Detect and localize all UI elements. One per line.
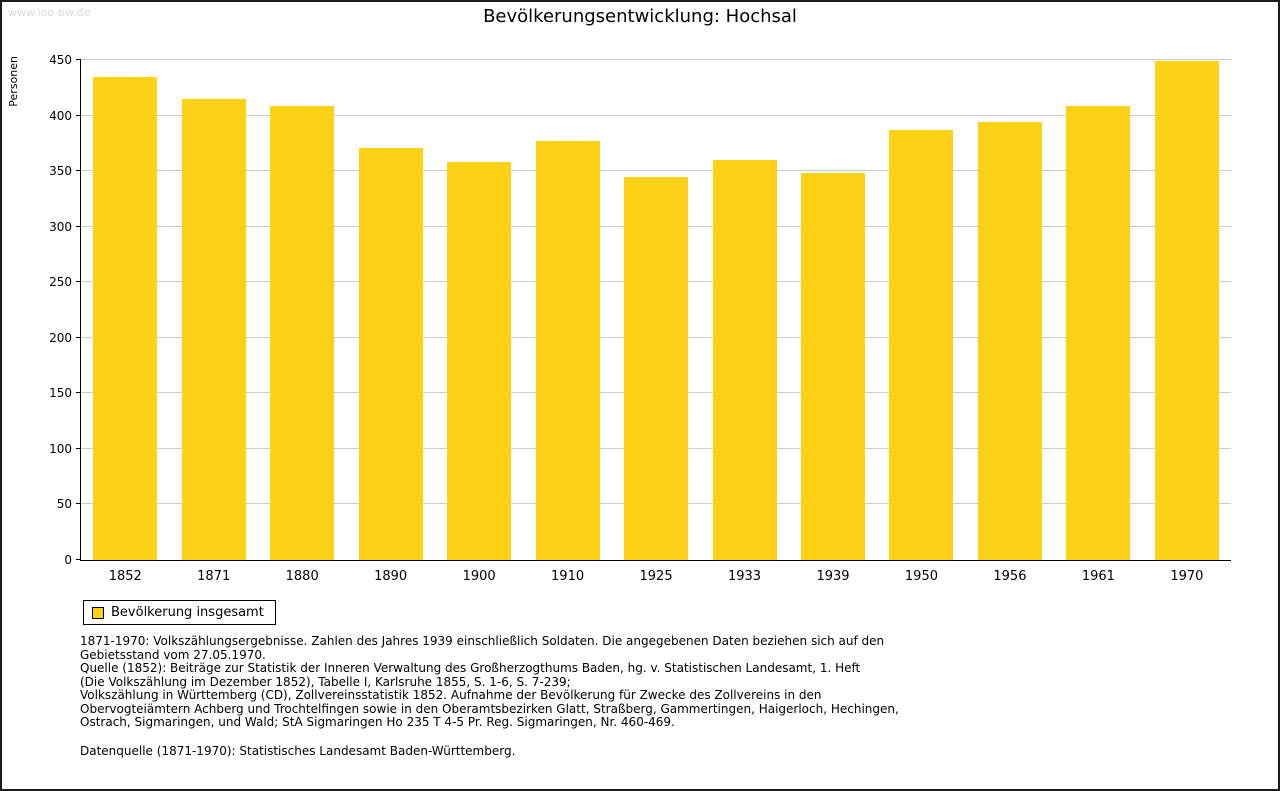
x-axis-tick-label: 1900 [462,569,496,584]
bar [358,147,423,560]
bar [1154,61,1219,560]
x-axis-tick-label: 1956 [993,569,1027,584]
x-axis-tick-label: 1925 [639,569,673,584]
footnote-lines: 1871-1970: Volkszählungsergebnisse. Zahl… [80,634,899,730]
footnote-source: Datenquelle (1871-1970): Statistisches L… [80,743,516,758]
footnote-line: Gebietsstand vom 27.05.1970. [80,647,266,662]
bar-slot [346,60,434,560]
footnote-line: (Die Volkszählung im Dezember 1852), Tab… [80,674,571,689]
x-axis-tick-label: 1871 [197,569,231,584]
bar-slot [81,60,169,560]
bar-chart: 0 50 100 150 200 250 300 350 400 450 1852 1871 1880… [49,53,1231,584]
y-axis-tick-label: 450 [49,53,72,67]
y-axis-tick-label: 0 [64,553,72,567]
y-axis-tick-label: 350 [49,164,72,179]
footnote-line: 1871-1970: Volkszählungsergebnisse. Zahl… [80,634,885,648]
y-axis-tick-label: 300 [49,219,72,234]
y-axis-tick [76,336,81,338]
legend: Bevölkerung insgesamt [83,600,276,625]
bar [977,122,1042,560]
x-axis-tick-label: 1880 [285,569,319,584]
bar [800,173,865,560]
bar-slot [258,60,346,560]
y-axis-title: Personen [7,56,20,107]
bar [93,76,158,560]
y-axis-tick-label: 250 [49,275,72,290]
x-axis-tick-label: 1852 [108,569,142,584]
y-axis-tick-label: 50 [56,497,72,512]
footnote-line: Quelle (1852): Beiträge zur Statistik de… [80,661,861,675]
bar-slot [169,60,257,560]
y-axis-tick [76,392,81,394]
x-axis-tick-label: 1890 [374,569,408,584]
y-axis-tick [76,281,81,283]
footnote-line: Ostrach, Sigmaringen, und Wald; StA Sigm… [80,715,675,729]
legend-label: Bevölkerung insgesamt [111,605,264,620]
x-axis-tick-label: 1950 [904,569,938,584]
bar [447,162,512,560]
x-axis-tick-label: 1939 [816,569,850,584]
bar [535,141,600,560]
x-axis-tick-label: 1933 [727,569,762,584]
x-axis-tick-label: 1961 [1081,569,1115,584]
bar-slot [877,60,965,560]
footnotes: 1871-1970: Volkszählungsergebnisse. Zahl… [80,634,899,758]
footnote-line: Obervogteiämtern Achberg und Trochtelfin… [80,701,899,716]
bar [270,105,335,560]
bar [181,98,246,560]
y-axis-tick [76,170,81,172]
bar [712,160,777,560]
bar-slot [789,60,877,560]
legend-swatch-icon [92,606,104,619]
bar-slot [523,60,611,560]
y-axis-tick [76,59,81,60]
x-axis-tick-label: 1970 [1170,569,1204,584]
bar [1066,105,1131,560]
chart-title: Bevölkerungsentwicklung: Hochsal [483,6,797,27]
bar-slot [1054,60,1142,560]
y-axis-tick-label: 100 [49,441,72,456]
bar [889,130,954,560]
y-axis-tick [76,559,81,560]
y-axis-tick-label: 150 [49,386,72,401]
x-axis-tick-label: 1910 [551,569,585,584]
bar-slot [966,60,1054,560]
x-axis-labels: 1852 1871 1880 1890 1900 1910 1925 1933 1939 1950… [81,561,1231,584]
bar-slot [612,60,700,560]
gridline [81,114,1231,116]
y-axis-tick [76,114,81,116]
bar-slot [435,60,523,560]
footnote-line: Volkszählung in Württemberg (CD), Zollve… [80,688,822,702]
gridline [81,170,1231,172]
plot-area: 0 50 100 150 200 250 300 350 400 450 [49,53,1231,567]
y-axis-tick [76,503,81,505]
watermark: www.leo-bw.de [8,6,91,19]
bar-slot [700,60,788,560]
gridline [81,59,1231,60]
bar [624,176,689,560]
bar-slot [1143,60,1231,560]
y-axis-tick-label: 400 [49,108,72,123]
y-axis-tick-label: 200 [49,330,72,345]
y-axis-tick [76,447,81,449]
bars-container [81,60,1231,560]
y-axis-tick [76,225,81,227]
